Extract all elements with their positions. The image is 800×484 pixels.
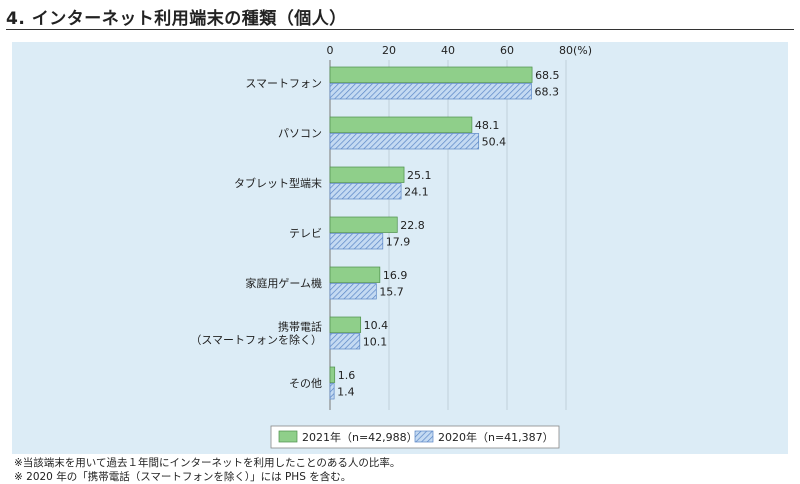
data-label: 1.6 bbox=[338, 369, 356, 382]
category-label: スマートフォン bbox=[245, 77, 322, 90]
data-label: 48.1 bbox=[475, 119, 500, 132]
bar-2020 bbox=[329, 83, 532, 100]
bar-2021 bbox=[329, 166, 405, 183]
x-tick-label: 60 bbox=[500, 44, 514, 57]
data-label: 1.4 bbox=[337, 386, 355, 399]
data-label: 10.4 bbox=[364, 319, 389, 332]
category-label: 家庭用ゲーム機 bbox=[245, 276, 322, 290]
category-label: テレビ bbox=[289, 227, 322, 240]
category-label: タブレット型端末 bbox=[234, 176, 322, 190]
chart-panel: 0 20 40 60 80 (%) 68.5 68.3 48.1 50.4 25.1 24.1 22.… bbox=[12, 42, 788, 454]
data-label: 68.3 bbox=[534, 86, 559, 99]
bar-2021 bbox=[329, 116, 473, 133]
x-tick-label: 20 bbox=[382, 44, 396, 57]
category-labels: スマートフォンパソコンタブレット型端末テレビ家庭用ゲーム機携帯電話（スマートフォ… bbox=[190, 77, 322, 390]
data-label: 10.1 bbox=[363, 336, 388, 349]
data-label: 22.8 bbox=[400, 219, 425, 232]
bars: 68.5 68.3 48.1 50.4 25.1 24.1 22.8 17.9 16.9 15.7… bbox=[329, 66, 560, 400]
legend-swatch bbox=[414, 430, 434, 443]
bar-2021 bbox=[329, 66, 533, 83]
data-label: 68.5 bbox=[535, 69, 560, 82]
bar-2020 bbox=[329, 383, 335, 400]
bar-2021 bbox=[329, 366, 336, 383]
data-label: 17.9 bbox=[386, 236, 411, 249]
legend: 2021年（n=42,988） 2020年（n=41,387） bbox=[270, 425, 560, 449]
title-divider bbox=[6, 29, 794, 30]
bar-2020 bbox=[329, 133, 480, 150]
data-label: 24.1 bbox=[404, 186, 429, 199]
x-tick-label: 80 bbox=[559, 44, 573, 57]
data-label: 16.9 bbox=[383, 269, 408, 282]
x-tick-label: 40 bbox=[441, 44, 455, 57]
bar-chart: 0 20 40 60 80 (%) 68.5 68.3 48.1 50.4 25.1 24.1 22.… bbox=[190, 44, 593, 449]
bar-2020 bbox=[329, 183, 402, 200]
category-label: その他 bbox=[289, 377, 322, 390]
bar-2021 bbox=[329, 316, 362, 333]
x-axis-ticks: 0 20 40 60 80 (%) bbox=[327, 44, 593, 57]
x-tick-label: 0 bbox=[327, 44, 334, 57]
bar-2020 bbox=[329, 333, 361, 350]
legend-swatch bbox=[278, 430, 298, 443]
data-label: 15.7 bbox=[379, 286, 404, 299]
legend-label: 2021年（n=42,988） bbox=[302, 430, 418, 444]
data-label: 25.1 bbox=[407, 169, 432, 182]
data-label: 50.4 bbox=[482, 136, 507, 149]
category-label: 携帯電話 bbox=[278, 320, 322, 334]
footnote-1: ※当該端末を用いて過去１年間にインターネットを利用したことのある人の比率。 bbox=[14, 457, 401, 469]
unit-label: (%) bbox=[573, 44, 592, 57]
bar-2021 bbox=[329, 266, 381, 283]
page-title: 4. インターネット利用端末の種類（個人） bbox=[6, 9, 347, 29]
bar-2020 bbox=[329, 233, 384, 250]
footnote-2: ※ 2020 年の「携帯電話（スマートフォンを除く）」には PHS を含む。 bbox=[14, 471, 352, 483]
category-label: （スマートフォンを除く） bbox=[190, 333, 322, 347]
bar-2020 bbox=[329, 283, 377, 300]
category-label: パソコン bbox=[278, 127, 322, 140]
legend-label: 2020年（n=41,387） bbox=[438, 430, 554, 444]
bar-2021 bbox=[329, 216, 398, 233]
